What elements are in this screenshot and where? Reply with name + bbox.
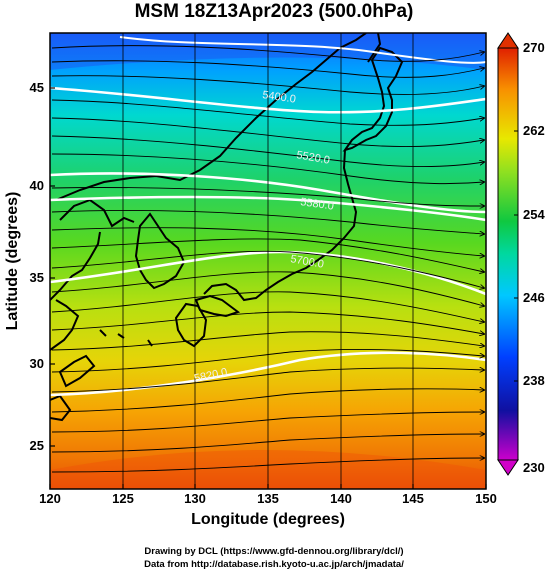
contour-label-5400: 5400.0 [262, 89, 297, 106]
colorbar-tick-262: 262 [523, 123, 545, 138]
x-tick-125: 125 [112, 491, 134, 506]
x-tick-140: 140 [330, 491, 352, 506]
y-axis-label: Latitude (degrees) [4, 191, 21, 331]
y-tick-25: 25 [29, 438, 44, 453]
colorbar-tick-254: 254 [523, 207, 545, 222]
x-tick-145: 145 [402, 491, 424, 506]
credit-drawing: Drawing by DCL (https://www.gfd-dennou.o… [144, 546, 404, 557]
x-tick-150: 150 [475, 491, 497, 506]
x-tick-130: 130 [184, 491, 206, 506]
x-axis-label: Longitude (degrees) [191, 511, 345, 528]
axis-tick-marks [49, 87, 487, 489]
colorbar-tick-246: 246 [523, 290, 545, 305]
grid-lines [122, 33, 414, 489]
y-tick-40: 40 [29, 178, 44, 193]
contour-label-5580: 5580.0 [300, 196, 335, 213]
colorbar-tick-270: 270 [523, 40, 545, 55]
x-tick-135: 135 [257, 491, 279, 506]
colorbar-tick-230: 230 [523, 460, 545, 475]
colorbar [497, 32, 519, 476]
contour-label-5700: 5700.0 [289, 253, 324, 271]
contour-label-5520: 5520.0 [295, 149, 330, 167]
colorbar-tick-238: 238 [523, 373, 545, 388]
colorbar-min-arrow [497, 459, 519, 476]
credit-data: Data from http://database.rish.kyoto-u.a… [144, 559, 404, 570]
y-tick-30: 30 [29, 356, 44, 371]
colorbar-bar [497, 47, 519, 461]
x-tick-120: 120 [39, 491, 61, 506]
y-tick-45: 45 [29, 80, 44, 95]
wind-streamlines [51, 45, 484, 473]
y-tick-35: 35 [29, 270, 44, 285]
figure-title: MSM 18Z13Apr2023 (500.0hPa) [134, 1, 414, 22]
colorbar-max-arrow [497, 32, 519, 49]
